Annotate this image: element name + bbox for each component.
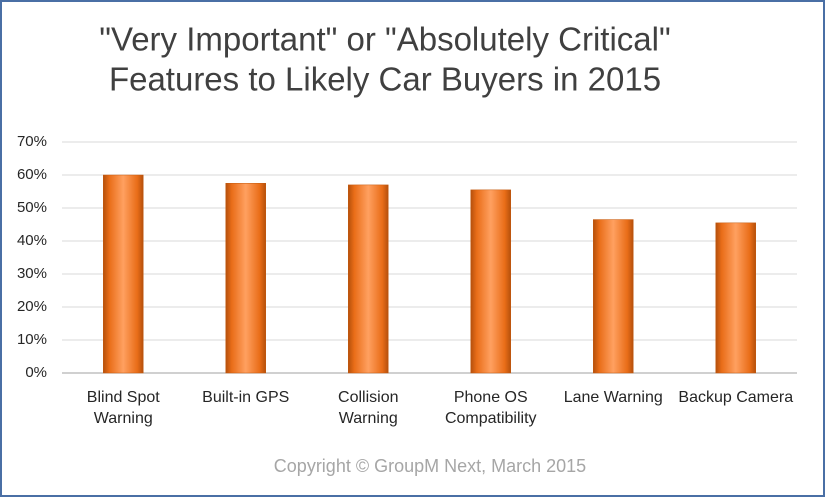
bar [103,174,144,374]
y-tick-label: 70% [17,133,47,150]
bar [348,184,389,374]
bar [593,219,634,374]
y-tick-label: 50% [17,199,47,216]
x-tick-label: Backup Camera [678,389,793,406]
y-tick-label: 30% [17,265,47,282]
chart-title: Features to Likely Car Buyers in 2015 [109,61,661,98]
x-tick-label: Compatibility [445,410,537,427]
y-tick-label: 20% [17,298,47,315]
bar [715,222,756,374]
bar [225,183,266,374]
y-tick-label: 10% [17,331,47,348]
y-tick-label: 60% [17,166,47,183]
y-tick-label: 0% [25,364,47,381]
x-tick-label: Warning [94,410,153,427]
x-tick-label: Phone OS [454,389,528,406]
footer: Copyright © GroupM Next, March 2015 [274,456,586,476]
bar [470,189,511,374]
x-tick-label: Built-in GPS [202,389,289,406]
x-tick-label: Warning [339,410,398,427]
x-tick-label: Collision [338,389,398,406]
x-tick-label: Blind Spot [87,389,160,406]
x-tick-label: Lane Warning [564,389,663,406]
y-tick-label: 40% [17,232,47,249]
chart-title: "Very Important" or "Absolutely Critical… [99,21,670,58]
